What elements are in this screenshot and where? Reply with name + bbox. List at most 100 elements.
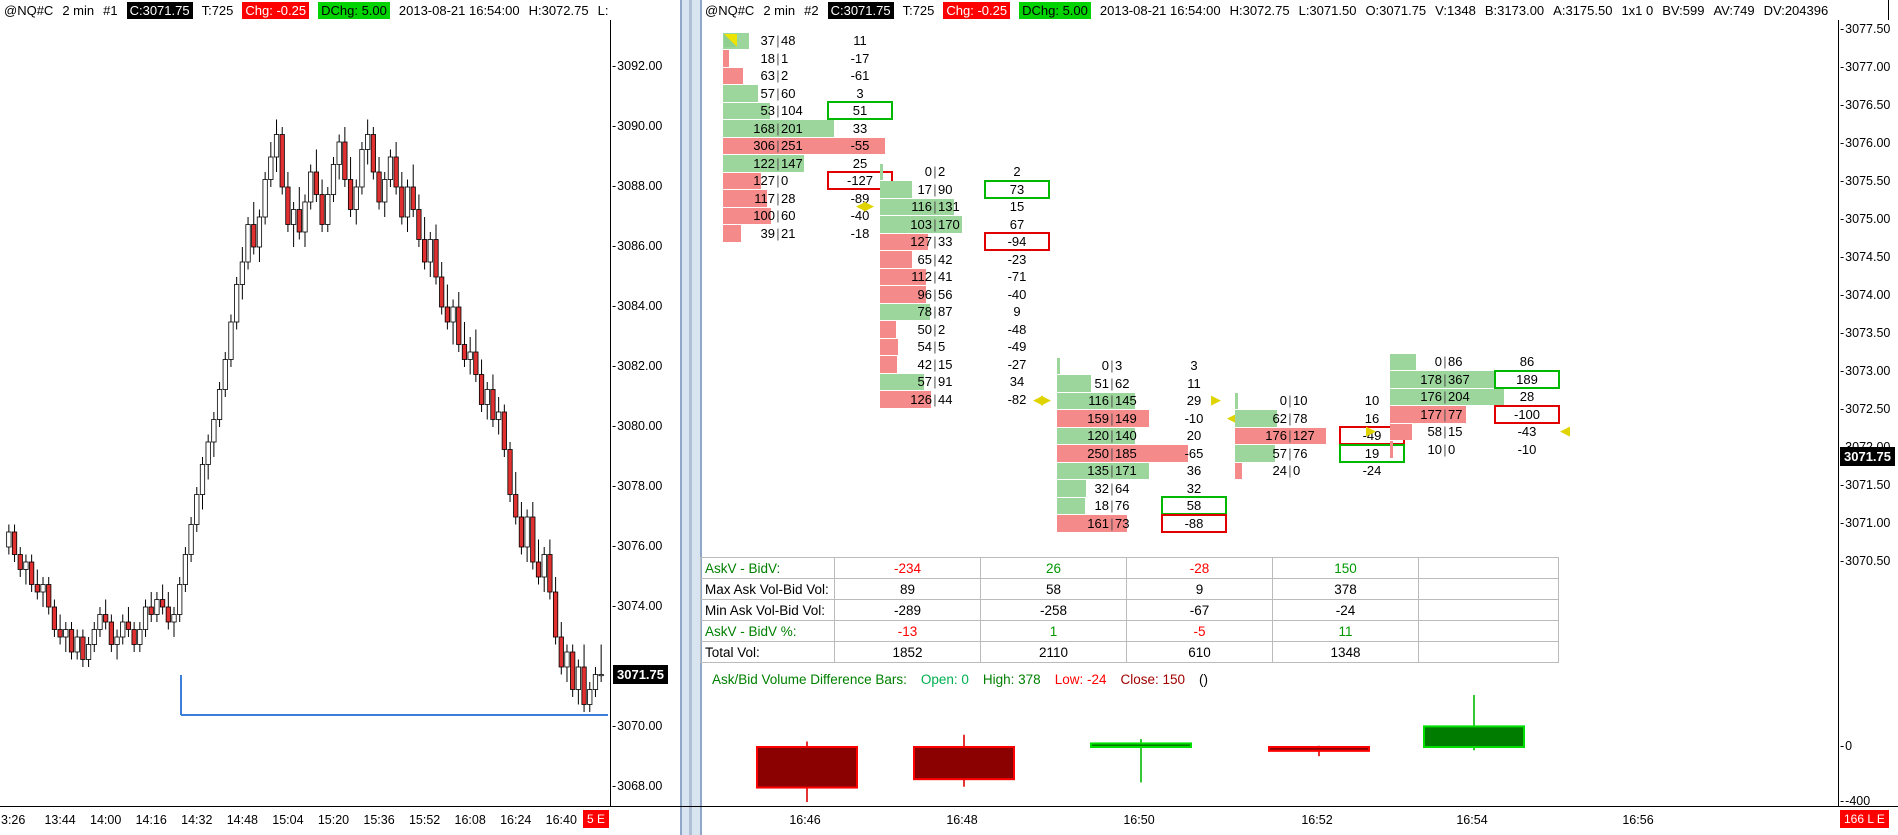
- right-axis-badge: 166 L E: [1840, 810, 1889, 828]
- diff-value: -94: [984, 232, 1050, 251]
- footprint-chart-panel[interactable]: 37 | 48 11 18 | 1 -17 63 | 2 -61 57 | 60 3 53 | 104 51 168 | 2…: [698, 20, 1838, 806]
- candle-body: [433, 239, 439, 278]
- footprint-row: 100 | 60 -40: [723, 207, 893, 225]
- stats-value: -67: [1126, 599, 1273, 621]
- header-field: Chg: -0.25: [242, 1, 310, 19]
- time-axis-label: 15:20: [317, 813, 350, 827]
- stats-value: [1418, 599, 1559, 621]
- ask-volume: 60: [781, 85, 796, 101]
- diff-value: 32: [1186, 480, 1202, 496]
- footprint-row: 65 | 42 -23: [880, 251, 1050, 269]
- header-field: O:3071.75: [1365, 2, 1427, 18]
- right-chart-header: @NQ#C 2 min #2 C:3071.75 T:725 Chg: -0.25 DChg…: [705, 0, 1888, 20]
- footprint-column-3: 0 | 3 3 51 | 62 11 116 | 145 29 ◀▶ 159 | 149 -10 ◀ 120 | 140…: [1033, 357, 1237, 533]
- price-axis-label: -3074.50: [1840, 250, 1891, 264]
- stats-row-label: AskV - BidV %:: [700, 620, 835, 642]
- candle-body: [160, 599, 166, 608]
- candle-body: [410, 186, 416, 210]
- candle-body: [188, 524, 194, 555]
- candle-body: [199, 464, 206, 495]
- candle-body: [245, 224, 251, 263]
- volume-bar: [723, 120, 834, 137]
- diff-value: 25: [852, 155, 868, 171]
- stats-value: 1348: [1272, 641, 1419, 663]
- stats-row: Total Vol: 1852 2110 610 1348: [700, 641, 1559, 663]
- candle-body: [85, 644, 92, 660]
- diff-value: -10: [1517, 441, 1537, 457]
- stats-value: 26: [980, 557, 1127, 579]
- diff-value: -49: [1007, 339, 1027, 354]
- candle-body: [114, 636, 120, 645]
- ask-volume: 145: [1115, 393, 1137, 408]
- time-axis-label: 14:48: [226, 813, 258, 827]
- footprint-row: 126 | 44 -82: [880, 391, 1050, 409]
- volume-bar: [1057, 497, 1085, 514]
- candle-body: [51, 606, 58, 630]
- diff-value: 11: [853, 33, 867, 48]
- volume-bar: [880, 391, 931, 408]
- right-time-axis[interactable]: 16:46 16:48 16:50 16:52 16:54 16:56: [698, 807, 1838, 835]
- right-price-axis[interactable]: -3077.50 -3077.00 -3076.50 -3076.00 -3075.50…: [1839, 20, 1898, 808]
- header-field: T:725: [902, 2, 935, 18]
- footprint-row: 127 | 0 -127: [723, 171, 893, 190]
- ask-volume: 87: [938, 304, 953, 319]
- volume-bar: [1057, 410, 1149, 427]
- footprint-row: 78 | 87 9: [880, 303, 1050, 321]
- diff-value: -10: [1184, 410, 1204, 426]
- footprint-row: 58 | 15 -43 ▶ ◀: [1366, 423, 1570, 440]
- left-axis-badge: 5 E: [583, 810, 610, 828]
- candle-body: [513, 494, 519, 518]
- candle-body: [524, 516, 530, 548]
- candle-body: [291, 209, 297, 225]
- candle-body: [34, 584, 40, 593]
- footprint-row: 168 | 201 33: [723, 120, 893, 138]
- left-price-chart[interactable]: [0, 20, 610, 806]
- header-field: #1: [103, 2, 118, 18]
- bid-volume: 10: [1427, 441, 1442, 457]
- stats-row: Min Ask Vol-Bid Vol: -289 -258 -67 -24: [700, 599, 1559, 621]
- volume-bar: [880, 181, 912, 198]
- price-axis-label: -3075.50: [1840, 174, 1891, 188]
- last-price-box: 3071.75: [1840, 447, 1895, 466]
- header-field: L:3071.50: [1298, 2, 1357, 18]
- candle-body: [285, 186, 291, 225]
- candle-body: [456, 306, 462, 345]
- candle-body: [256, 216, 263, 248]
- askbid-diff-bars-chart[interactable]: [700, 690, 1838, 806]
- diffbar-body: [1090, 742, 1192, 748]
- left-time-axis[interactable]: 3:26 13:44 14:00 14:16 14:32 14:48 15:04 15:20 1…: [0, 807, 610, 835]
- bid-volume: 116: [911, 199, 932, 214]
- panel-splitter[interactable]: [680, 0, 702, 835]
- yellow-arrow-marker: ▶: [1366, 424, 1376, 439]
- volume-bar: [723, 50, 729, 67]
- price-axis-label: -3074.00: [612, 599, 663, 613]
- volume-bar: [1057, 462, 1149, 479]
- stats-value: 378: [1272, 578, 1419, 600]
- bid-volume: 178: [1420, 371, 1442, 387]
- subgraph-axis-label: -0: [1840, 739, 1853, 753]
- price-axis-label: -3076.00: [612, 539, 663, 553]
- footprint-row: 127 | 33 -94: [880, 232, 1050, 251]
- candle-body: [592, 674, 599, 690]
- candle-body: [547, 554, 553, 593]
- volume-bar: [723, 137, 885, 154]
- left-price-axis[interactable]: -3092.00 -3090.00 -3088.00 -3086.00 -3084.00…: [611, 20, 679, 806]
- candle-body: [279, 134, 285, 188]
- left-chart-header: @NQ#C 2 min #1 C:3071.75 T:725 Chg: -0.25 DChg…: [4, 0, 608, 20]
- stats-value: -5: [1126, 620, 1273, 642]
- footprint-row: 306 | 251 -55: [723, 137, 893, 155]
- bid-volume: 176: [1420, 389, 1442, 404]
- candle-body: [148, 606, 154, 615]
- candle-body: [125, 621, 132, 630]
- stats-value: 1: [980, 620, 1127, 642]
- split-square-icon: [724, 34, 737, 47]
- header-field: DChg: 5.00: [318, 1, 390, 19]
- ask-volume: 367: [1448, 371, 1470, 387]
- bid-volume: 117: [754, 190, 775, 206]
- ask-volume: 140: [1115, 428, 1137, 443]
- price-axis-label: -3078.00: [612, 479, 663, 493]
- header-field: DChg: 5.00: [1019, 1, 1091, 19]
- candle-body: [222, 359, 228, 390]
- footprint-row: 54 | 5 -49: [880, 338, 1050, 356]
